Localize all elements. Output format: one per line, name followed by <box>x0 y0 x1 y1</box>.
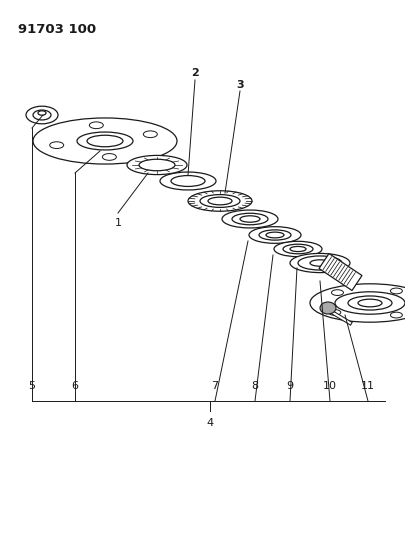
Text: 2: 2 <box>191 68 199 78</box>
Ellipse shape <box>283 244 313 254</box>
Ellipse shape <box>266 232 284 238</box>
Ellipse shape <box>240 216 260 222</box>
Ellipse shape <box>310 284 405 322</box>
Ellipse shape <box>50 142 64 149</box>
Polygon shape <box>319 254 362 290</box>
Ellipse shape <box>102 154 116 160</box>
Ellipse shape <box>143 131 157 138</box>
Ellipse shape <box>358 299 382 307</box>
Text: 6: 6 <box>72 381 79 391</box>
Text: 3: 3 <box>236 80 244 90</box>
Ellipse shape <box>390 288 403 294</box>
Text: 7: 7 <box>211 381 219 391</box>
Ellipse shape <box>222 210 278 228</box>
Ellipse shape <box>232 213 268 225</box>
Text: 1: 1 <box>115 218 122 228</box>
Text: 91703 100: 91703 100 <box>18 23 96 36</box>
Text: 9: 9 <box>286 381 294 391</box>
Ellipse shape <box>77 132 133 150</box>
Ellipse shape <box>160 172 216 190</box>
Ellipse shape <box>38 111 46 115</box>
Ellipse shape <box>171 175 205 187</box>
Ellipse shape <box>290 246 306 252</box>
Ellipse shape <box>127 156 187 175</box>
Ellipse shape <box>390 312 403 318</box>
Ellipse shape <box>348 296 392 310</box>
Ellipse shape <box>90 122 103 128</box>
Text: 4: 4 <box>207 418 213 428</box>
Ellipse shape <box>139 159 175 171</box>
Text: 10: 10 <box>323 381 337 391</box>
Ellipse shape <box>26 106 58 124</box>
Ellipse shape <box>200 195 240 207</box>
Ellipse shape <box>329 310 341 316</box>
Ellipse shape <box>331 290 343 295</box>
Ellipse shape <box>320 302 336 314</box>
Ellipse shape <box>33 110 51 120</box>
Ellipse shape <box>310 260 330 266</box>
Text: 8: 8 <box>252 381 258 391</box>
Ellipse shape <box>298 256 342 270</box>
Ellipse shape <box>188 191 252 211</box>
Ellipse shape <box>33 118 177 164</box>
Ellipse shape <box>87 135 123 147</box>
Ellipse shape <box>208 197 232 205</box>
Ellipse shape <box>274 241 322 257</box>
Text: 11: 11 <box>361 381 375 391</box>
Ellipse shape <box>249 227 301 244</box>
Ellipse shape <box>335 292 405 314</box>
Text: 5: 5 <box>28 381 36 391</box>
Ellipse shape <box>290 253 350 272</box>
Ellipse shape <box>259 230 291 240</box>
